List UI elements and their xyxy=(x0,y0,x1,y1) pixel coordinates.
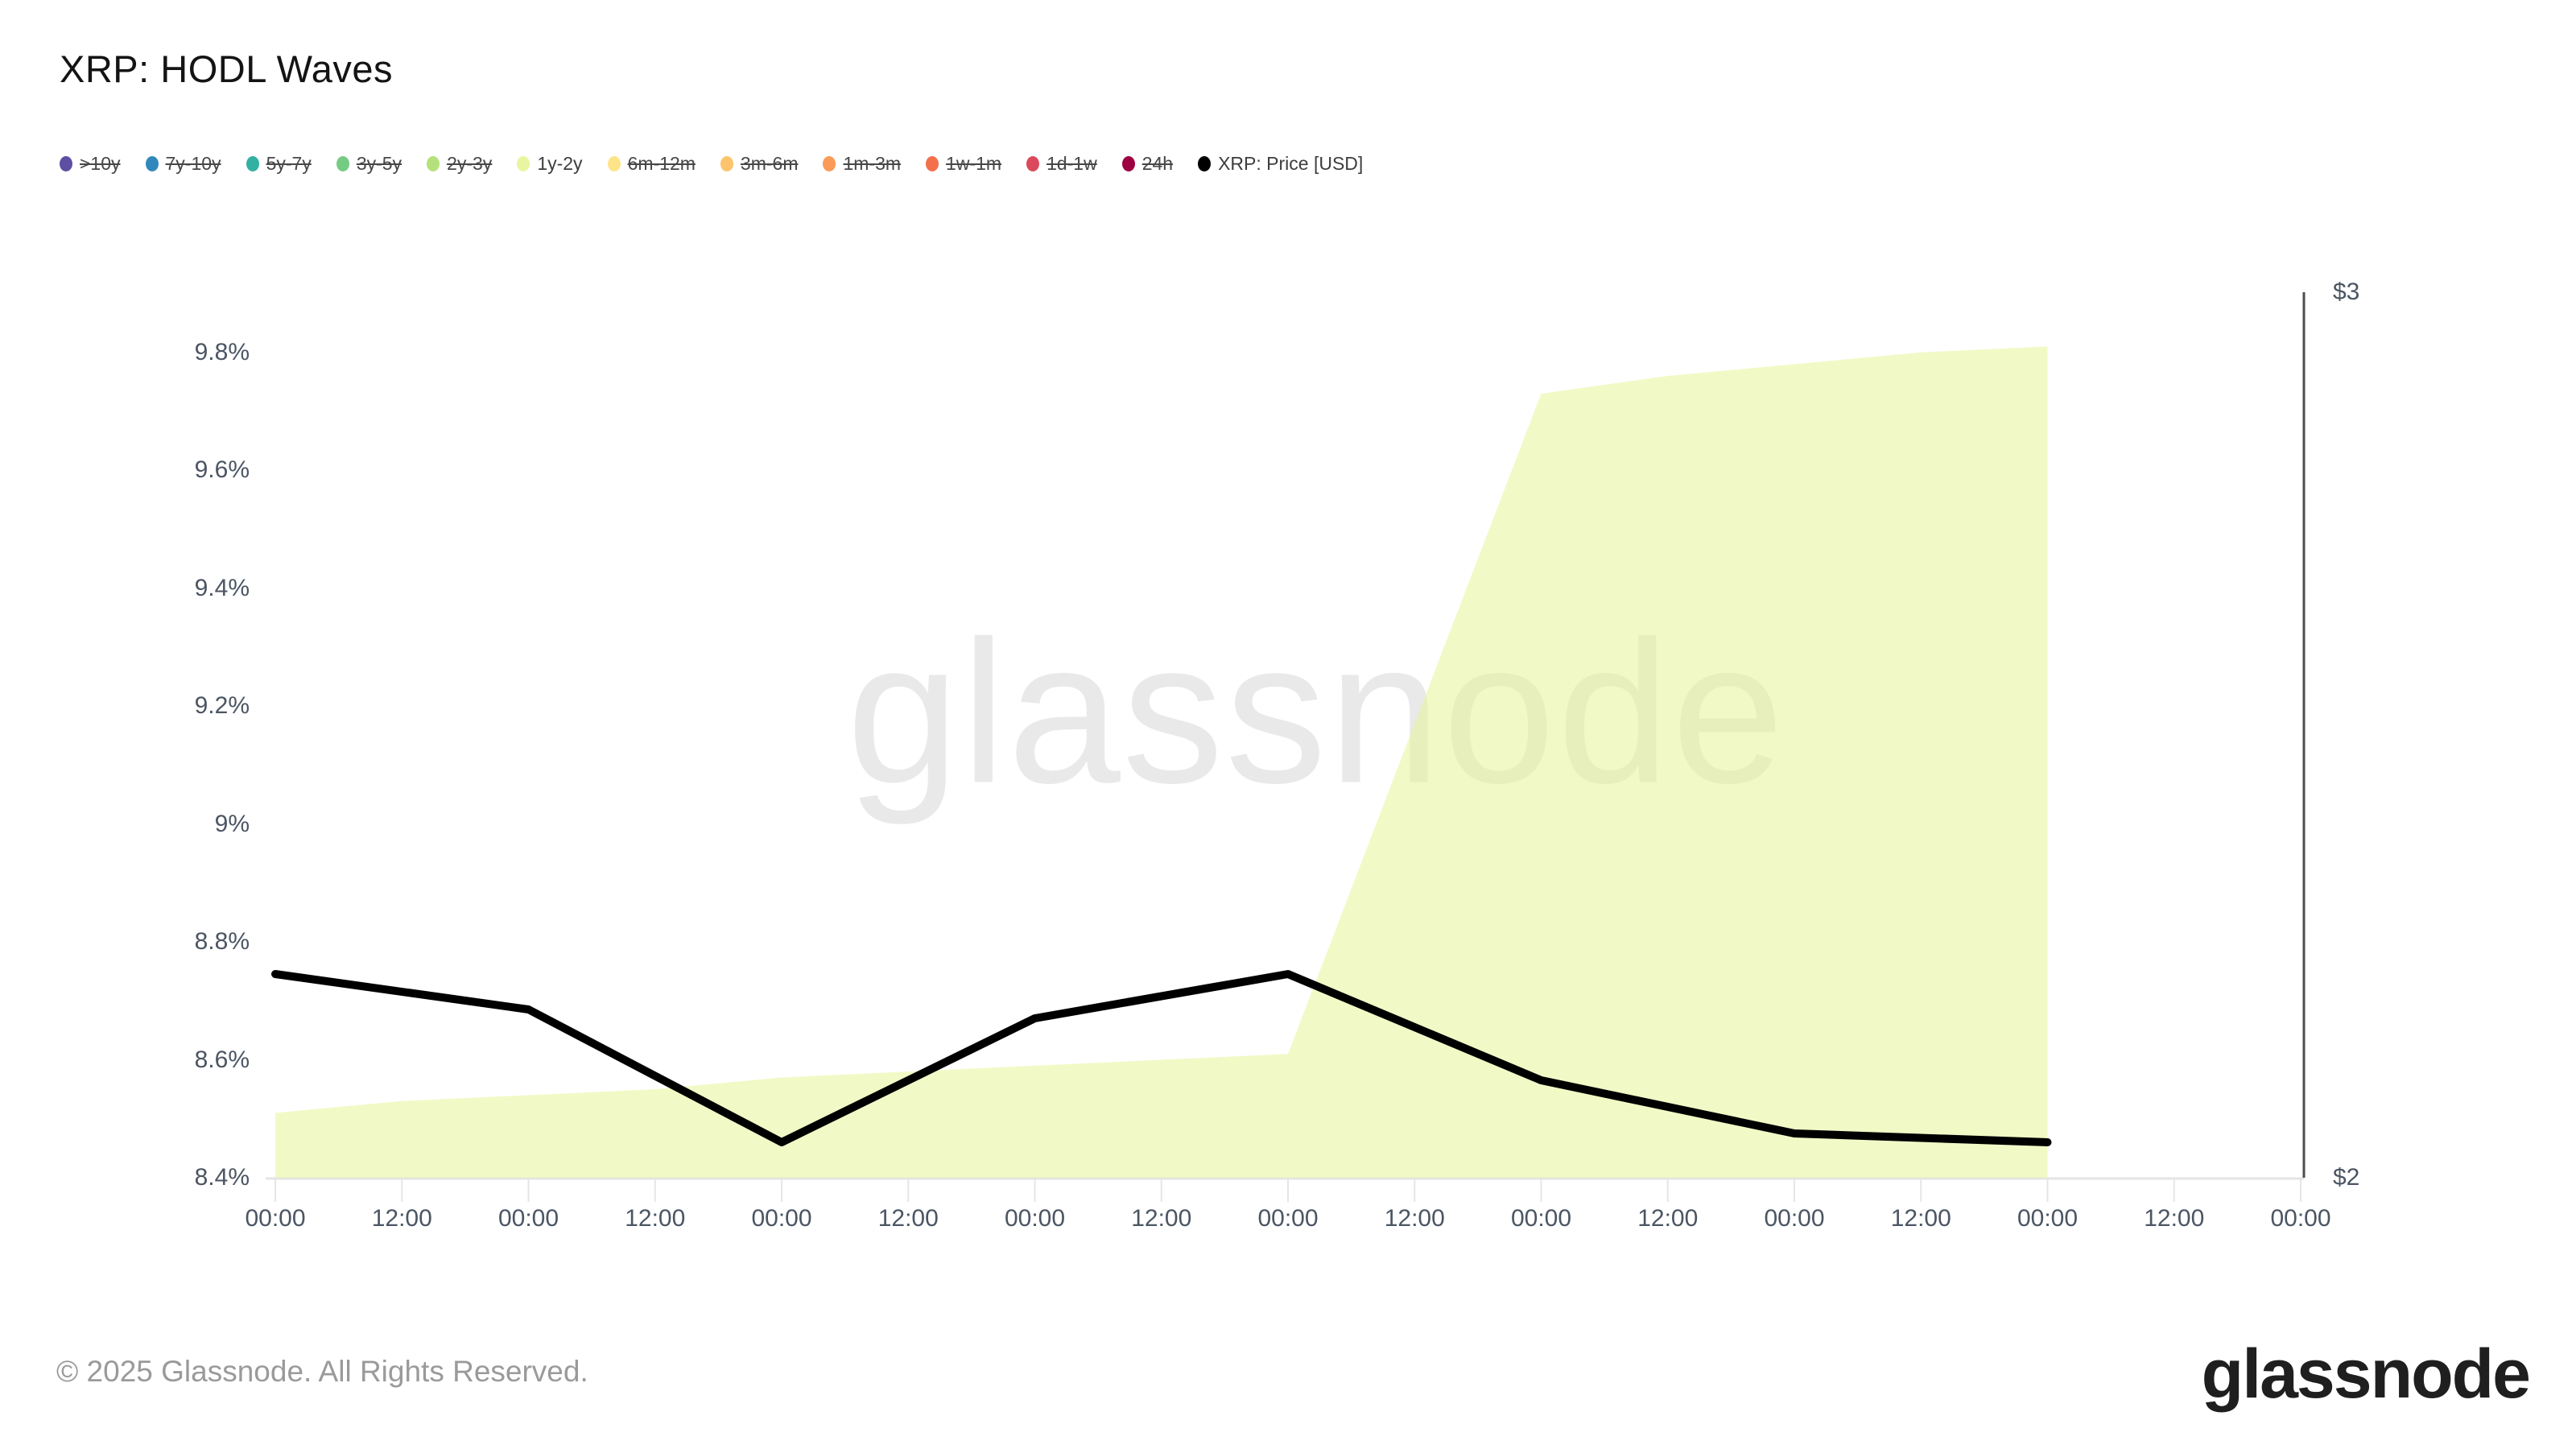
x-axis-tick: 12:00 xyxy=(625,1205,686,1232)
area-series-1y-2y[interactable] xyxy=(275,346,2048,1178)
y-axis-tick-left: 9.4% xyxy=(194,574,250,601)
x-axis-tick: 00:00 xyxy=(751,1205,812,1232)
legend: >10y 7y-10y 5y-7y 3y-5y 2y-3y 1y-2y 6m-12m 3m-6… xyxy=(60,153,1363,175)
legend-item-1d-1w[interactable]: 1d-1w xyxy=(1026,153,1097,175)
legend-label: 1m-3m xyxy=(843,153,902,174)
legend-label: 6m-12m xyxy=(627,153,696,174)
x-axis-tick: 12:00 xyxy=(1890,1205,1951,1232)
legend-dot xyxy=(926,156,939,171)
legend-item-1y-2y[interactable]: 1y-2y xyxy=(517,153,583,175)
line-series-price[interactable] xyxy=(271,970,2052,1146)
y-axis-tick-left: 9.6% xyxy=(194,456,250,484)
page-title: XRP: HODL Waves xyxy=(60,47,394,90)
x-axis-tick: 00:00 xyxy=(2270,1205,2331,1232)
copyright-text: © 2025 Glassnode. All Rights Reserved. xyxy=(56,1355,588,1388)
legend-label: >10y xyxy=(80,153,121,174)
legend-item-5y-7y[interactable]: 5y-7y xyxy=(246,153,312,175)
y-axis-tick-left: 9% xyxy=(214,810,250,837)
legend-item-3y-5y[interactable]: 3y-5y xyxy=(336,153,402,175)
legend-item-1w-1m[interactable]: 1w-1m xyxy=(926,153,1001,175)
legend-label: 7y-10y xyxy=(165,153,221,174)
x-axis-tick: 00:00 xyxy=(1004,1205,1066,1232)
y-axis-tick-left: 9.8% xyxy=(194,338,250,365)
x-axis-tick: 00:00 xyxy=(1510,1205,1572,1232)
x-axis-tick: 00:00 xyxy=(245,1205,306,1232)
legend-dot xyxy=(607,156,621,171)
legend-item-6m-12m[interactable]: 6m-12m xyxy=(607,153,696,175)
x-axis-tick: 00:00 xyxy=(1257,1205,1319,1232)
legend-dot xyxy=(1026,156,1040,171)
legend-label: 1y-2y xyxy=(537,153,583,174)
legend-label: 3m-6m xyxy=(740,153,799,174)
legend-item-7y-10y[interactable]: 7y-10y xyxy=(145,153,221,175)
legend-item-1m-3m[interactable]: 1m-3m xyxy=(823,153,901,175)
y-axis-tick-left: 9.2% xyxy=(194,692,250,720)
legend-label: 24h xyxy=(1141,153,1174,174)
legend-item--10y[interactable]: >10y xyxy=(60,153,121,175)
legend-dot xyxy=(823,156,836,171)
legend-label: 1w-1m xyxy=(946,153,1002,174)
legend-item-24h[interactable]: 24h xyxy=(1121,153,1174,175)
legend-label: 2y-3y xyxy=(447,153,493,174)
legend-dot xyxy=(1121,156,1135,171)
x-axis-tick: 12:00 xyxy=(1637,1205,1699,1232)
legend-dot xyxy=(336,156,349,171)
x-axis-tick: 00:00 xyxy=(2017,1205,2079,1232)
x-axis-tick: 00:00 xyxy=(1764,1205,1825,1232)
legend-label: 1d-1w xyxy=(1046,153,1097,174)
legend-dot xyxy=(145,156,159,171)
legend-dot xyxy=(60,156,72,171)
legend-dot xyxy=(720,156,733,171)
x-axis-tick: 12:00 xyxy=(877,1205,939,1232)
glassnode-logo: glassnode xyxy=(2201,1335,2531,1413)
legend-item-xrp-price-usd-[interactable]: XRP: Price [USD] xyxy=(1198,153,1363,175)
legend-label: 3y-5y xyxy=(356,153,402,174)
legend-dot xyxy=(427,156,440,171)
x-axis-tick: 12:00 xyxy=(2144,1205,2205,1232)
x-axis-tick: 12:00 xyxy=(1384,1205,1445,1232)
y-axis-tick-left: 8.6% xyxy=(194,1046,250,1073)
legend-dot xyxy=(517,156,530,171)
legend-item-2y-3y[interactable]: 2y-3y xyxy=(427,153,492,175)
legend-item-3m-6m[interactable]: 3m-6m xyxy=(720,153,799,175)
x-axis-tick: 00:00 xyxy=(497,1205,559,1232)
y-axis-tick-right: $2 xyxy=(2333,1164,2360,1191)
y-axis-tick-left: 8.4% xyxy=(194,1164,250,1191)
x-axis-tick: 12:00 xyxy=(1131,1205,1192,1232)
legend-label: 5y-7y xyxy=(266,153,312,174)
x-axis-tick: 12:00 xyxy=(371,1205,432,1232)
legend-label: XRP: Price [USD] xyxy=(1218,153,1364,174)
legend-dot xyxy=(246,156,259,171)
y-axis-tick-left: 8.8% xyxy=(194,928,250,956)
legend-dot xyxy=(1198,156,1212,171)
y-axis-tick-right: $3 xyxy=(2333,279,2360,305)
